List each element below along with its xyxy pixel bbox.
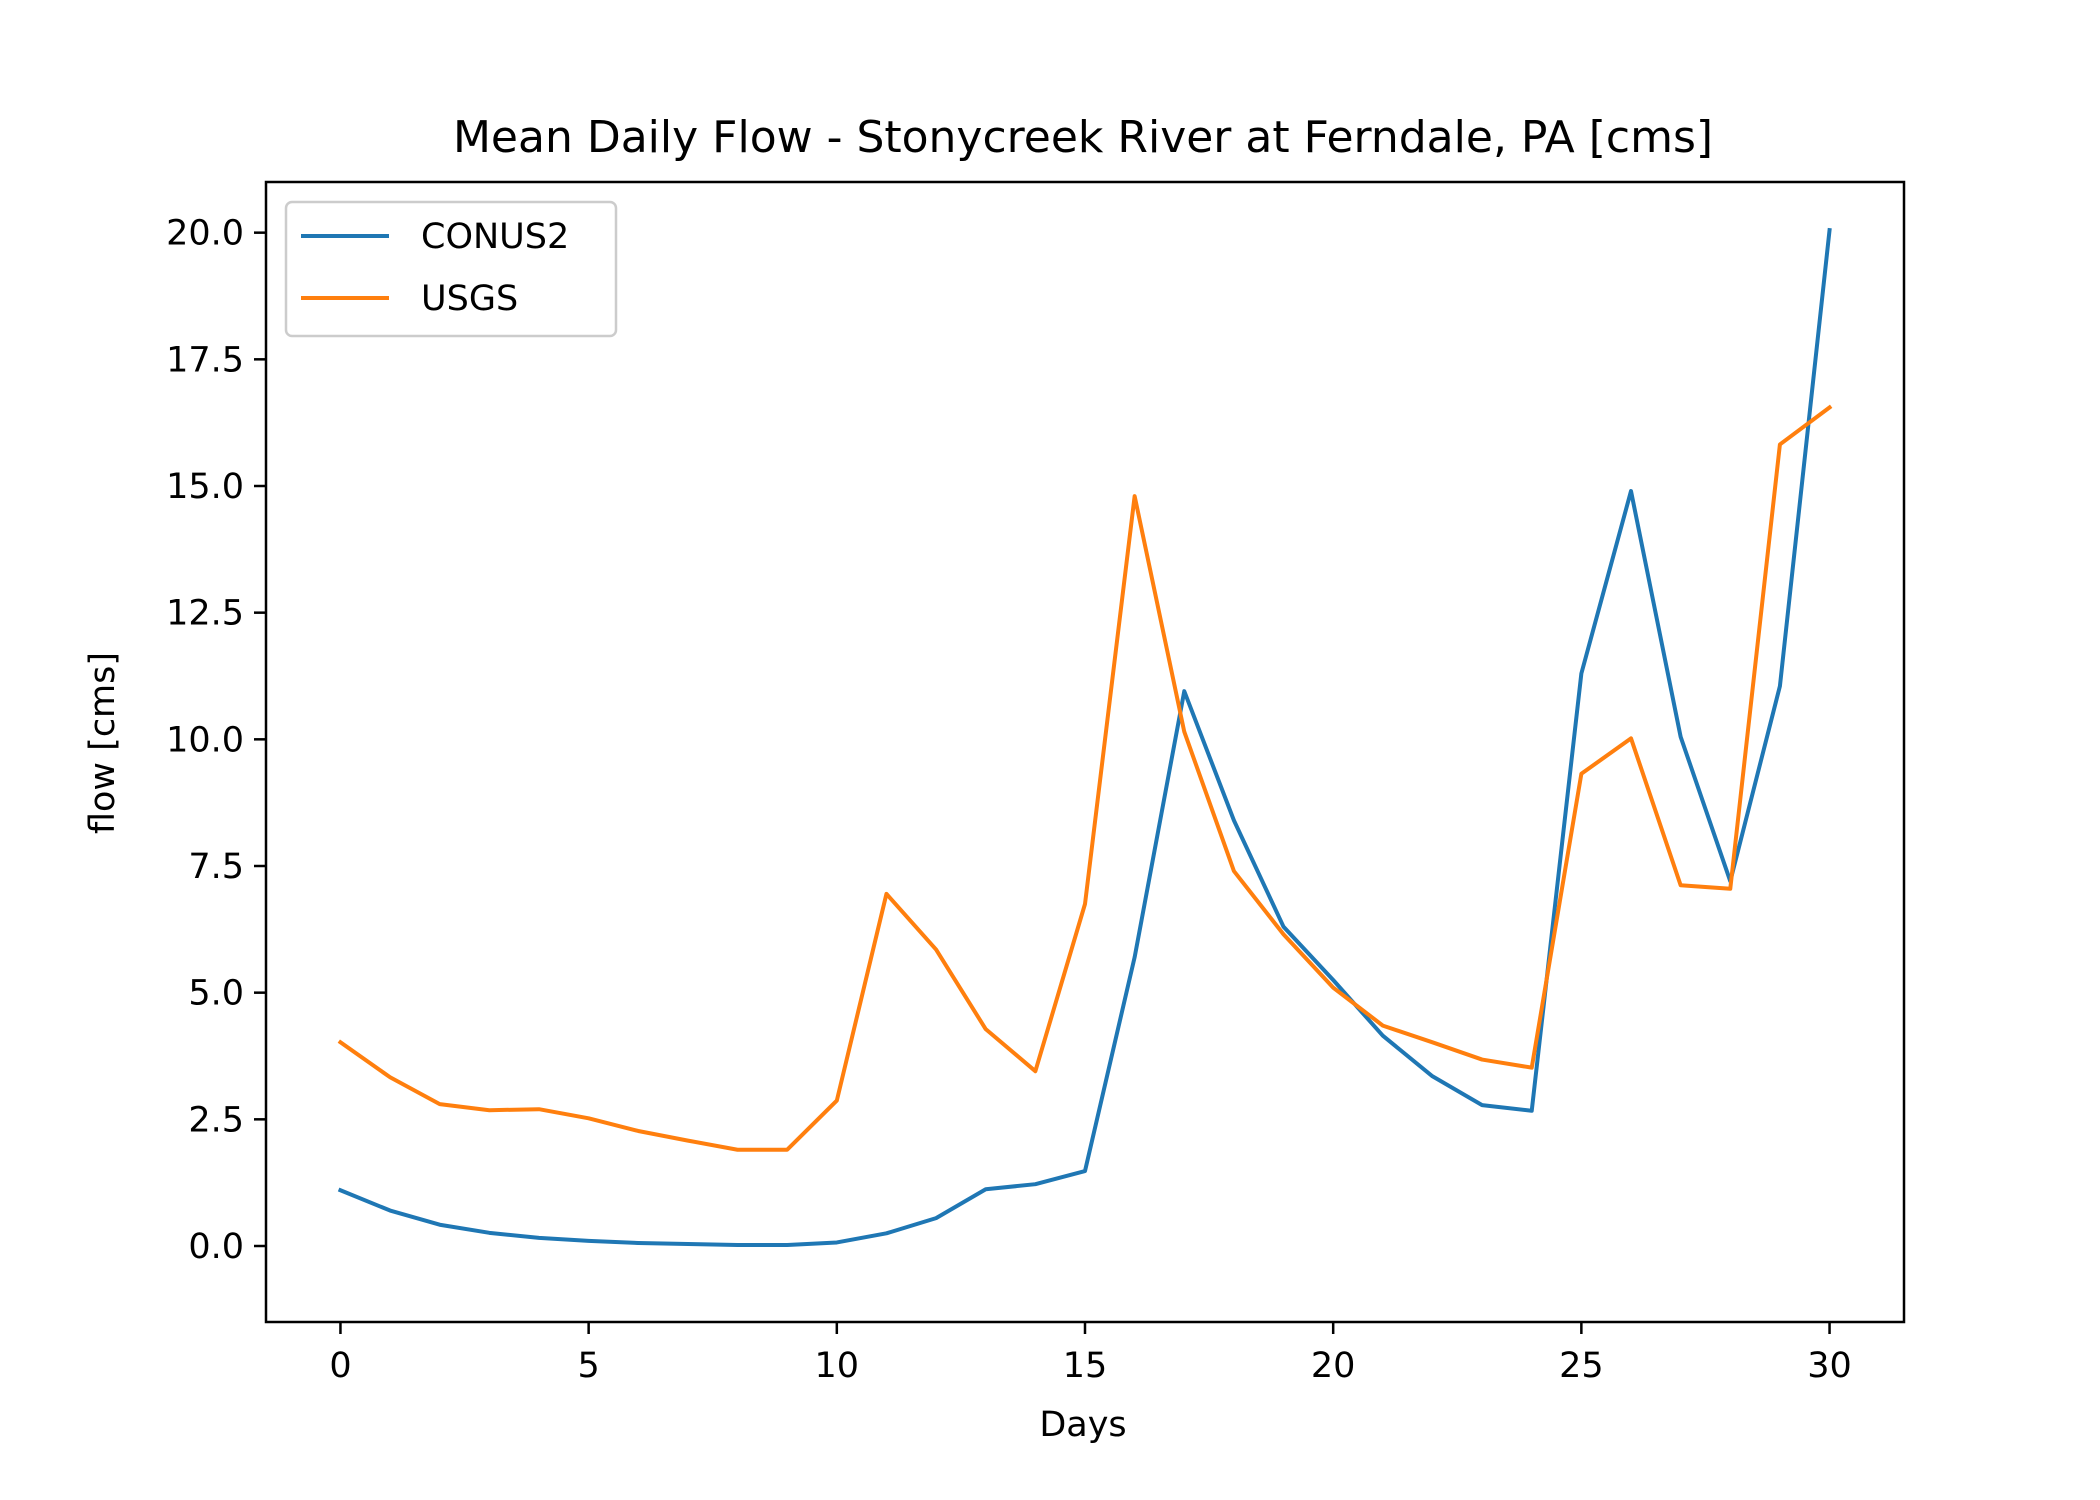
chart-title: Mean Daily Flow - Stonycreek River at Fe… (453, 112, 1713, 163)
x-tick-label: 25 (1559, 1346, 1604, 1386)
series-line-usgs (337, 404, 1833, 1152)
x-tick-label: 30 (1807, 1346, 1852, 1386)
x-axis: 0 5 10 15 20 25 30 (329, 1322, 1852, 1386)
x-tick-label: 0 (329, 1346, 351, 1386)
legend-label-conus2: CONUS2 (421, 217, 569, 257)
x-tick-label: 20 (1311, 1346, 1356, 1386)
x-axis-label: Days (1039, 1405, 1126, 1445)
legend: CONUS2 USGS (284, 200, 618, 338)
y-tick-label: 2.5 (188, 1100, 244, 1140)
y-axis-label: flow [cms] (83, 652, 123, 834)
y-axis: 0.0 2.5 5.0 7.5 10.0 12.5 15.0 17.5 20.0 (166, 214, 266, 1267)
x-tick-label: 5 (577, 1346, 599, 1386)
x-tick-label: 10 (815, 1346, 860, 1386)
legend-label-usgs: USGS (421, 279, 518, 319)
y-tick-label: 0.0 (188, 1227, 244, 1267)
y-tick-label: 10.0 (166, 720, 244, 760)
y-tick-label: 17.5 (166, 340, 244, 380)
series-line-conus2 (337, 227, 1832, 1247)
y-tick-label: 5.0 (188, 974, 244, 1014)
y-tick-label: 15.0 (166, 467, 244, 507)
y-tick-label: 20.0 (166, 214, 244, 254)
y-tick-label: 7.5 (188, 847, 244, 887)
series-layer (337, 227, 1833, 1247)
x-tick-label: 15 (1063, 1346, 1108, 1386)
y-tick-label: 12.5 (166, 594, 244, 634)
